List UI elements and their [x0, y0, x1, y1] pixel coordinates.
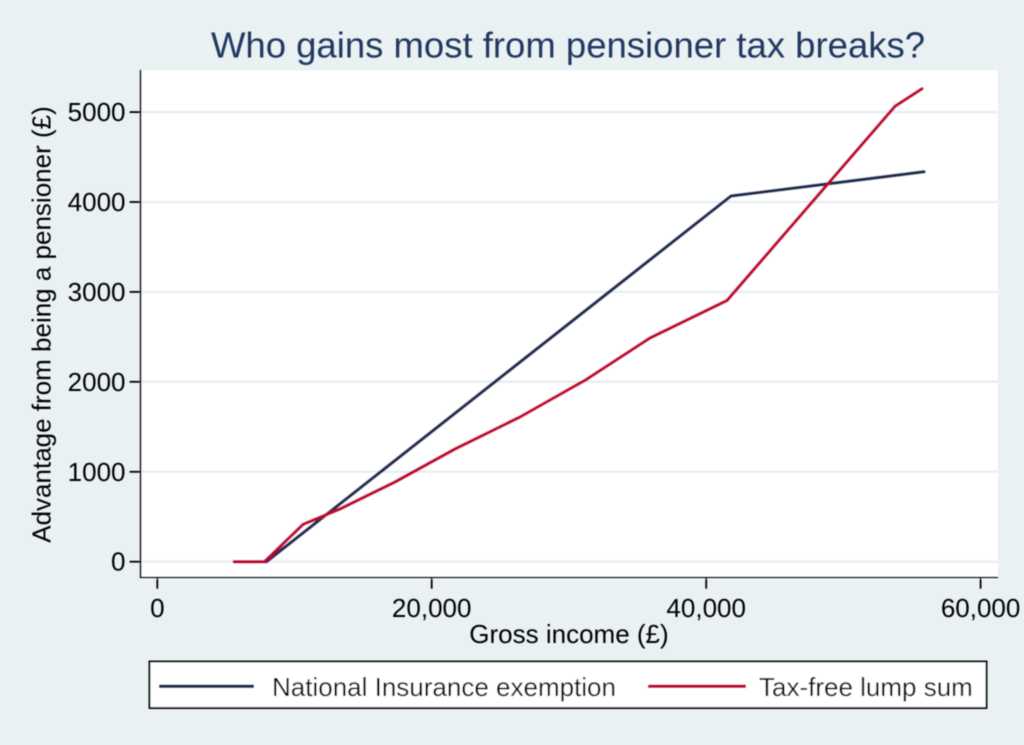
svg-text:0: 0 [150, 593, 164, 623]
svg-text:2000: 2000 [68, 367, 126, 397]
svg-text:60,000: 60,000 [941, 593, 1021, 623]
svg-text:National Insurance exemption: National Insurance exemption [272, 672, 616, 702]
svg-text:Gross income (£): Gross income (£) [469, 619, 668, 649]
svg-text:4000: 4000 [68, 187, 126, 217]
svg-text:5000: 5000 [68, 97, 126, 127]
svg-text:40,000: 40,000 [666, 593, 746, 623]
svg-text:0: 0 [111, 547, 125, 577]
svg-text:Tax-free lump sum: Tax-free lump sum [759, 672, 973, 702]
svg-text:20,000: 20,000 [392, 593, 472, 623]
svg-text:Who gains most from pensioner: Who gains most from pensioner tax breaks… [211, 25, 925, 66]
svg-text:Advantage from being a pension: Advantage from being a pensioner (£) [27, 106, 57, 543]
svg-text:1000: 1000 [68, 457, 126, 487]
svg-text:3000: 3000 [68, 277, 126, 307]
